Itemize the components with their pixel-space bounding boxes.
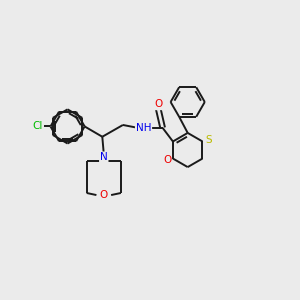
Text: N: N (100, 152, 108, 162)
Text: O: O (100, 190, 108, 200)
Text: O: O (163, 155, 171, 165)
Text: NH: NH (136, 123, 151, 133)
Text: O: O (154, 99, 162, 110)
Text: S: S (205, 135, 212, 145)
Text: Cl: Cl (32, 122, 42, 131)
